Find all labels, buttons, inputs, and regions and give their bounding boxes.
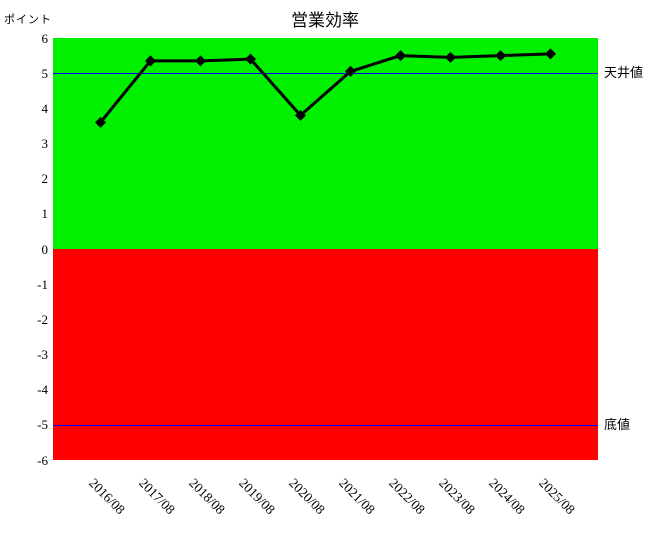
data-point-marker xyxy=(345,65,356,77)
ceiling-label: 天井値 xyxy=(604,65,644,81)
x-tick-label: 2022/08 xyxy=(385,475,428,518)
y-tick-label: -2 xyxy=(37,311,48,327)
y-tick-label: -6 xyxy=(37,452,48,468)
floor-label: 底値 xyxy=(604,416,631,432)
data-point-marker xyxy=(495,50,506,62)
series-line xyxy=(99,52,551,124)
x-tick-label: 2018/08 xyxy=(185,475,228,518)
x-tick-label: 2023/08 xyxy=(435,475,478,518)
data-point-marker xyxy=(295,109,306,121)
floor-threshold-line xyxy=(53,424,598,426)
y-tick-label: -5 xyxy=(37,417,48,433)
data-point-marker xyxy=(395,50,406,62)
y-tick-label: -4 xyxy=(37,382,48,398)
y-axis-unit-label: ポイント xyxy=(4,14,52,26)
y-tick-label: -1 xyxy=(37,276,48,292)
data-point-marker xyxy=(195,55,206,67)
series-line-chart xyxy=(95,48,556,128)
x-tick-label: 2016/08 xyxy=(85,475,128,518)
y-tick-label: 4 xyxy=(41,100,49,116)
x-tick-label: 2019/08 xyxy=(235,475,278,518)
y-tick-label: 0 xyxy=(41,241,49,257)
y-tick-label: 2 xyxy=(41,171,49,187)
y-tick-label: 6 xyxy=(41,30,49,46)
data-point-marker xyxy=(95,116,106,128)
plot-area xyxy=(53,38,598,460)
x-tick-label: 2017/08 xyxy=(135,475,178,518)
data-point-marker xyxy=(245,53,256,65)
y-tick-label: 5 xyxy=(41,65,49,81)
data-point-marker xyxy=(445,51,456,63)
x-tick-label: 2020/08 xyxy=(285,475,328,518)
x-tick-label: 2021/08 xyxy=(335,475,378,518)
ceiling-threshold-line xyxy=(53,73,598,75)
x-tick-label: 2024/08 xyxy=(485,475,528,518)
y-tick-label: 1 xyxy=(41,206,49,222)
data-point-marker xyxy=(145,55,156,67)
y-tick-label: -3 xyxy=(37,347,48,362)
chart-title: 営業効率 xyxy=(291,11,359,30)
x-tick-label: 2025/08 xyxy=(535,475,578,518)
y-tick-label: 3 xyxy=(41,136,49,151)
data-point-marker xyxy=(545,48,556,60)
